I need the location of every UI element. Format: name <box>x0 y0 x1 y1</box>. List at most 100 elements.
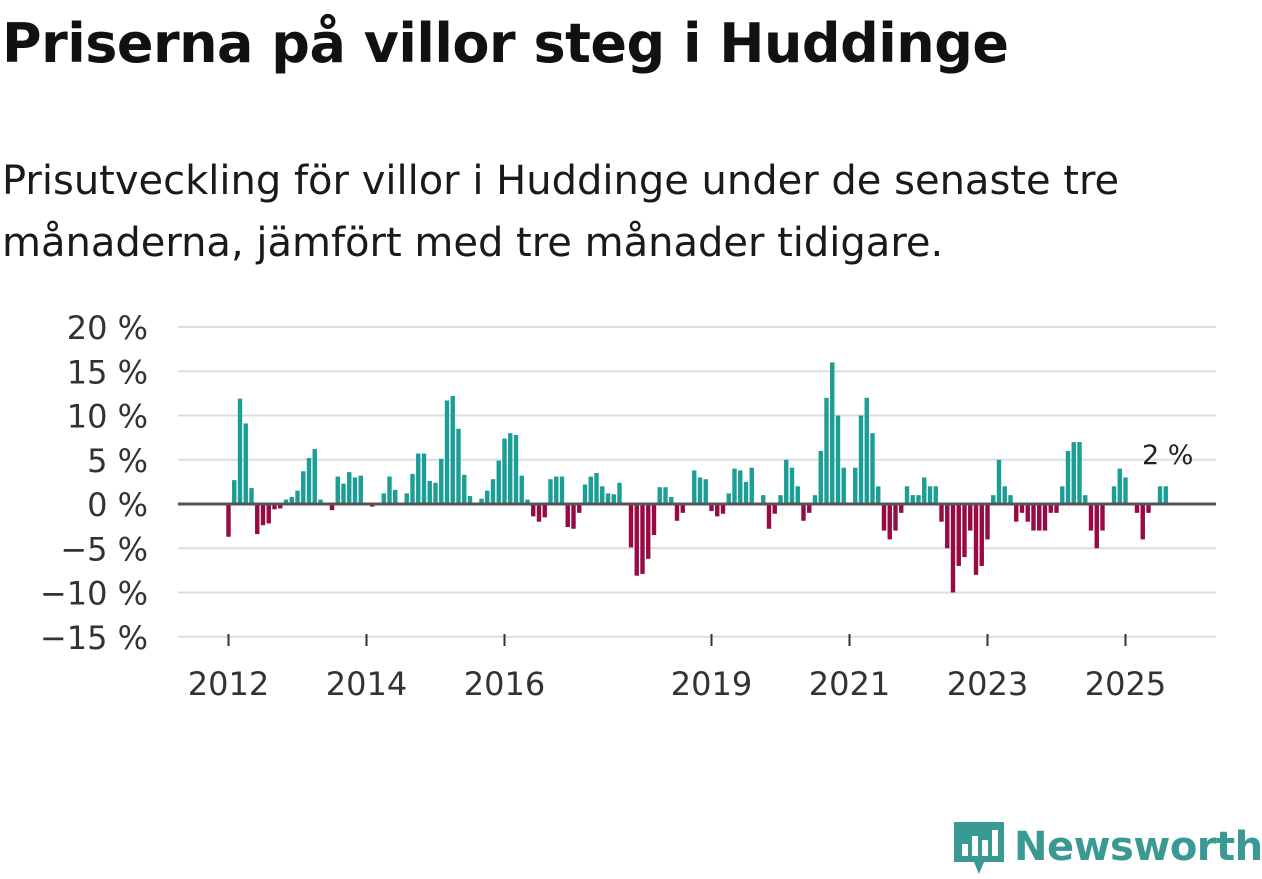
bar <box>531 504 536 517</box>
bar <box>1054 504 1059 513</box>
bar <box>830 362 835 504</box>
bar <box>1134 504 1140 513</box>
grid-lines <box>178 326 1216 638</box>
bar <box>249 488 254 504</box>
bar <box>232 480 237 504</box>
bar <box>352 477 358 504</box>
bar <box>565 504 570 528</box>
bar <box>916 495 921 504</box>
y-tick-label: 5 % <box>87 442 148 480</box>
bar <box>525 499 530 504</box>
bar <box>973 504 979 575</box>
bar <box>496 460 501 504</box>
bar <box>680 504 685 513</box>
bar <box>1002 486 1007 504</box>
bar <box>1014 504 1019 522</box>
x-tick-label: 2012 <box>188 665 269 703</box>
bar <box>278 504 283 509</box>
bar <box>962 504 967 558</box>
bar <box>881 504 887 531</box>
bar <box>237 398 243 504</box>
bar <box>260 504 266 526</box>
bar <box>715 504 720 517</box>
bar <box>255 504 260 535</box>
bar <box>318 499 323 504</box>
bar <box>1071 442 1076 504</box>
bar <box>795 486 800 504</box>
bar <box>605 493 611 504</box>
bar <box>646 504 651 559</box>
bar <box>502 438 507 504</box>
bar <box>439 458 444 504</box>
bar <box>266 504 271 524</box>
bar <box>663 487 668 504</box>
bar <box>738 470 743 504</box>
bar <box>749 467 754 504</box>
newsworthy-logo: Newsworthy <box>950 818 1262 876</box>
bar <box>571 504 576 529</box>
bar <box>462 474 467 504</box>
bar <box>427 480 432 504</box>
bar <box>950 504 956 593</box>
bar <box>479 498 484 504</box>
bar <box>634 504 639 576</box>
bar <box>720 504 726 514</box>
bar <box>283 499 289 504</box>
bar <box>393 489 398 504</box>
bar <box>922 477 927 504</box>
bar <box>651 504 657 535</box>
bar <box>674 504 680 521</box>
x-tick-label: 2023 <box>947 665 1028 703</box>
bar <box>548 479 553 504</box>
bar <box>784 459 789 504</box>
bar <box>559 476 565 504</box>
bar <box>697 477 703 504</box>
bar <box>1037 504 1042 531</box>
bar <box>1042 504 1048 531</box>
bar <box>985 504 990 540</box>
bar <box>1146 504 1151 513</box>
bar <box>703 479 708 504</box>
last-value-label: 2 % <box>1142 440 1193 471</box>
bar <box>1083 495 1088 504</box>
y-tick-label: 10 % <box>67 398 148 436</box>
bar <box>490 479 496 504</box>
bar <box>594 473 599 504</box>
bar <box>444 400 450 504</box>
x-tick-label: 2014 <box>326 665 407 703</box>
bar <box>617 482 622 504</box>
bar <box>640 504 645 574</box>
bar <box>450 396 455 504</box>
bar <box>858 415 864 504</box>
x-tick-label: 2019 <box>671 665 752 703</box>
bar <box>939 504 944 522</box>
y-tick-label: 0 % <box>87 486 148 524</box>
bar <box>289 496 294 504</box>
bar <box>600 486 605 504</box>
bar <box>347 472 352 504</box>
bar <box>991 495 996 504</box>
bar <box>864 397 869 504</box>
bar <box>1077 442 1082 504</box>
chart-title: Priserna på villor steg i Huddinge <box>2 12 1009 75</box>
bar <box>433 482 438 504</box>
bar <box>513 434 519 504</box>
bar <box>421 453 427 504</box>
bar <box>485 490 490 504</box>
y-tick-label: 20 % <box>67 309 148 347</box>
bar <box>329 504 335 511</box>
bar <box>272 504 277 510</box>
bar <box>979 504 984 566</box>
bar <box>542 504 547 518</box>
bar <box>945 504 950 549</box>
bar <box>766 504 772 529</box>
bar <box>801 504 806 521</box>
bar <box>536 504 542 522</box>
bar <box>1140 504 1145 540</box>
bar <box>732 468 737 504</box>
bar <box>899 504 904 513</box>
bar <box>554 476 559 504</box>
bar <box>870 433 875 504</box>
bar <box>841 467 846 504</box>
bar <box>611 494 616 504</box>
